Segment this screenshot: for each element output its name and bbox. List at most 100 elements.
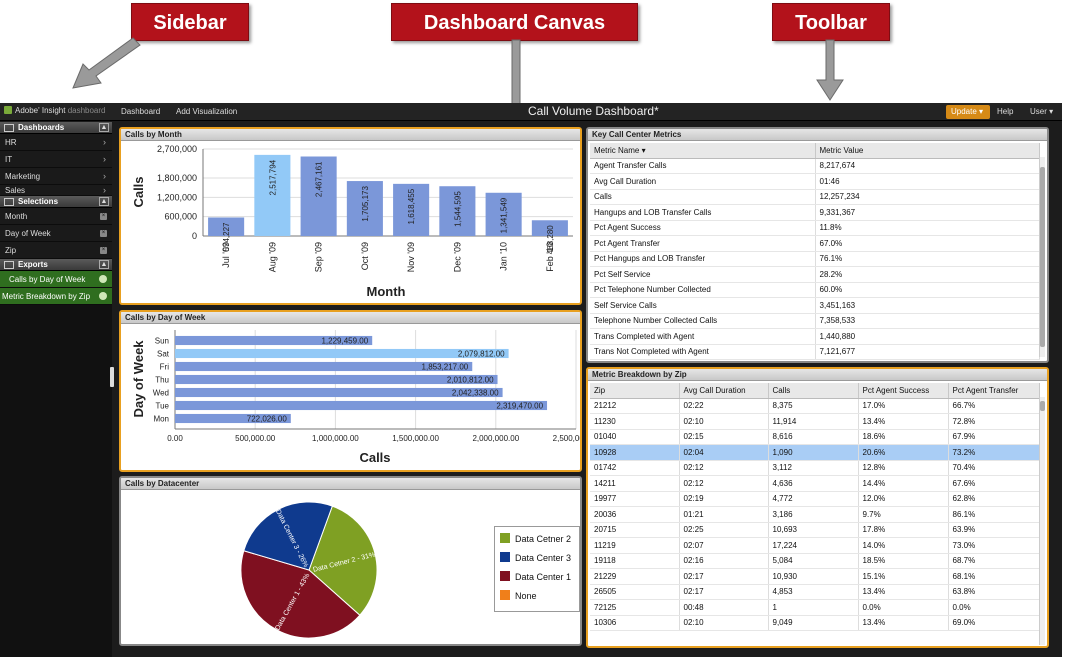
metric-row[interactable]: Avg Call Duration 01:46 — [590, 173, 1040, 190]
remove-selection-icon[interactable]: × — [100, 230, 107, 237]
export-metric-breakdown[interactable]: Metric Breakdown by Zip — [0, 288, 112, 305]
user-menu[interactable]: User ▾ — [1030, 107, 1053, 116]
zip-row[interactable]: 72125 00:48 1 0.0% 0.0% — [590, 599, 1040, 616]
column-header-avg-call-duration[interactable]: Avg Call Duration — [679, 383, 769, 399]
sort-desc-icon: ▾ — [641, 145, 646, 155]
sidebar-item-it[interactable]: IT › — [0, 151, 112, 168]
metric-row[interactable]: Pct Agent Transfer 67.0% — [590, 235, 1040, 252]
bar-value-label: 2,319,470.00 — [496, 402, 543, 411]
table-cell: 9,049 — [768, 615, 859, 631]
metric-row[interactable]: Pct Hangups and LOB Transfer 76.1% — [590, 251, 1040, 267]
metric-row[interactable]: Trans Completed with Agent 1,440,880 — [590, 328, 1040, 345]
panel-title: Key Call Center Metrics — [588, 129, 1047, 141]
zip-row[interactable]: 01040 02:15 8,616 18.6% 67.9% — [590, 429, 1040, 445]
zip-row[interactable]: 21212 02:22 8,375 17.0% 66.7% — [590, 398, 1040, 414]
pie-slice[interactable] — [308, 505, 378, 616]
pie-slice[interactable] — [243, 501, 333, 571]
pie-slice[interactable] — [240, 550, 361, 639]
metric-row[interactable]: Self Service Calls 3,451,163 — [590, 297, 1040, 314]
sidebar-item-sales[interactable]: Sales › — [0, 185, 112, 196]
update-button[interactable]: Update ▾ — [946, 105, 990, 119]
table-cell: 17.0% — [858, 398, 949, 414]
metric-row[interactable]: Pct Telephone Number Collected 60.0% — [590, 282, 1040, 298]
selections-header[interactable]: Selections ▲ — [0, 196, 112, 208]
collapse-icon[interactable]: ▲ — [99, 260, 109, 269]
collapse-icon[interactable]: ▲ — [99, 123, 109, 132]
dashboards-header[interactable]: Dashboards ▲ — [0, 122, 112, 134]
column-header-pct-agent-transfer[interactable]: Pct Agent Transfer — [948, 383, 1040, 399]
export-calls-by-day[interactable]: Calls by Day of Week — [0, 271, 112, 288]
month-bar[interactable] — [300, 156, 337, 236]
column-header-metric-value[interactable]: Metric Value — [815, 143, 1040, 159]
metrics-scrollbar[interactable] — [1039, 157, 1045, 357]
zip-row[interactable]: 10928 02:04 1,090 20.6% 73.2% — [590, 444, 1040, 461]
refresh-icon[interactable] — [99, 292, 107, 300]
column-header-pct-agent-success[interactable]: Pct Agent Success — [858, 383, 949, 399]
metric-row[interactable]: Calls 12,257,234 — [590, 189, 1040, 205]
x-tick-label: Feb '10 — [545, 242, 555, 272]
exports-header[interactable]: Exports ▲ — [0, 259, 112, 271]
month-bar[interactable] — [439, 186, 476, 236]
table-cell: 8,217,674 — [815, 158, 1040, 174]
metric-row[interactable]: Hangups and LOB Transfer Calls 9,331,367 — [590, 204, 1040, 221]
selection-day-of-week[interactable]: Day of Week × — [0, 225, 112, 242]
column-header-calls[interactable]: Calls — [768, 383, 859, 399]
y-axis-title: Day of Week — [131, 340, 146, 418]
month-bar[interactable] — [208, 217, 245, 236]
sidebar-item-marketing[interactable]: Marketing › — [0, 168, 112, 185]
zip-row[interactable]: 26505 02:17 4,853 13.4% 63.8% — [590, 584, 1040, 600]
table-cell: 28.2% — [815, 266, 1040, 283]
menu-add-visualization[interactable]: Add Visualization — [176, 107, 238, 116]
metric-row[interactable]: Agent Transfer Calls 8,217,674 — [590, 158, 1040, 174]
x-tick-label: Aug '09 — [267, 242, 277, 272]
menu-dashboard[interactable]: Dashboard — [121, 107, 161, 116]
collapse-icon[interactable]: ▲ — [99, 197, 109, 206]
remove-selection-icon[interactable]: × — [100, 213, 107, 220]
metric-row[interactable]: Pct Agent Success 11.8% — [590, 220, 1040, 236]
month-bar[interactable] — [485, 192, 522, 236]
month-bar[interactable] — [531, 220, 568, 236]
column-header-metric-name[interactable]: Metric Name ▾ — [590, 143, 816, 159]
zip-row[interactable]: 11230 02:10 11,914 13.4% 72.8% — [590, 413, 1040, 430]
metric-row[interactable]: Pct Self Service 28.2% — [590, 266, 1040, 283]
zip-scrollbar[interactable] — [1039, 397, 1045, 645]
metric-row[interactable]: Telephone Number Collected Calls 7,358,53… — [590, 313, 1040, 329]
legend-item: None — [500, 590, 574, 609]
zip-row[interactable]: 14211 02:12 4,636 14.4% 67.6% — [590, 475, 1040, 492]
month-bar[interactable] — [346, 181, 383, 236]
day-bar[interactable] — [175, 335, 373, 346]
legend-label: None — [515, 591, 537, 601]
table-cell: 02:19 — [679, 491, 769, 507]
month-bar[interactable] — [254, 154, 291, 236]
table-cell: 02:10 — [679, 615, 769, 631]
table-cell: 01742 — [590, 460, 680, 476]
selection-month[interactable]: Month × — [0, 208, 112, 225]
zip-row[interactable]: 20715 02:25 10,693 17.8% 63.9% — [590, 522, 1040, 538]
day-bar[interactable] — [175, 348, 509, 359]
selection-zip[interactable]: Zip × — [0, 242, 112, 259]
help-link[interactable]: Help — [997, 107, 1014, 116]
table-cell: 68.7% — [948, 553, 1040, 569]
refresh-icon[interactable] — [99, 275, 107, 283]
scroll-thumb[interactable] — [1040, 167, 1045, 347]
day-bar[interactable] — [175, 361, 473, 372]
day-bar[interactable] — [175, 413, 291, 424]
metric-row[interactable]: Trans Not Completed with Agent 7,121,677 — [590, 344, 1040, 360]
day-bar[interactable] — [175, 374, 498, 385]
zip-row[interactable]: 19977 02:19 4,772 12.0% 62.8% — [590, 491, 1040, 507]
month-bar[interactable] — [393, 183, 430, 236]
table-cell: 11.8% — [815, 220, 1040, 236]
zip-row[interactable]: 01742 02:12 3,112 12.8% 70.4% — [590, 460, 1040, 476]
zip-row[interactable]: 10306 02:10 9,049 13.4% 69.0% — [590, 615, 1040, 631]
day-bar[interactable] — [175, 387, 503, 398]
scroll-thumb[interactable] — [1040, 401, 1045, 411]
day-bar[interactable] — [175, 400, 548, 411]
zip-row[interactable]: 11219 02:07 17,224 14.0% 73.0% — [590, 537, 1040, 554]
sidebar-resize-handle[interactable] — [110, 367, 114, 387]
zip-row[interactable]: 21229 02:17 10,930 15.1% 68.1% — [590, 568, 1040, 585]
column-header-zip[interactable]: Zip — [590, 383, 680, 399]
remove-selection-icon[interactable]: × — [100, 247, 107, 254]
zip-row[interactable]: 20036 01:21 3,186 9.7% 86.1% — [590, 506, 1040, 523]
zip-row[interactable]: 19118 02:16 5,084 18.5% 68.7% — [590, 553, 1040, 569]
sidebar-item-hr[interactable]: HR › — [0, 134, 112, 151]
